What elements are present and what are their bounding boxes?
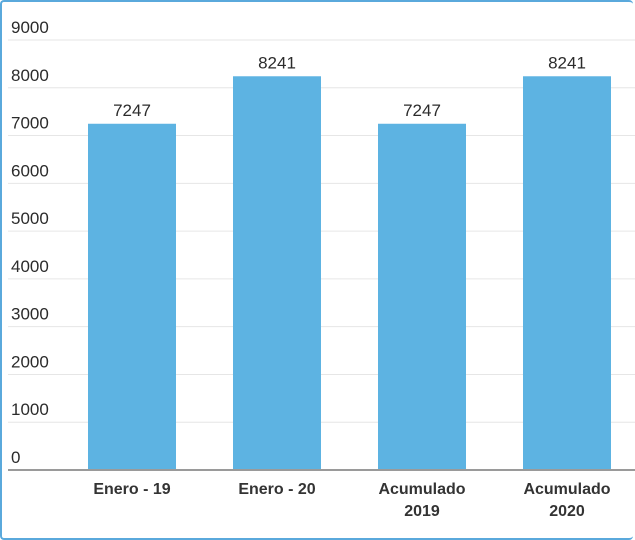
x-tick-label-line: Acumulado [378, 481, 465, 498]
bar [233, 76, 321, 470]
bar-value-label: 8241 [258, 53, 296, 72]
y-tick-label: 9000 [11, 18, 49, 37]
x-tick-label: Enero - 19 [93, 481, 170, 498]
x-tick-label: Enero - 20 [238, 481, 315, 498]
x-tick-label-line: Acumulado [523, 481, 610, 498]
y-tick-label: 7000 [11, 114, 49, 133]
x-tick-label: Acumulado 2019 [378, 481, 465, 520]
y-tick-label: 6000 [11, 161, 49, 180]
bar-value-label: 8241 [548, 53, 586, 72]
x-tick-label-line: Enero - 19 [93, 481, 170, 498]
bar [378, 123, 466, 470]
x-tick-label-line: Enero - 20 [238, 481, 315, 498]
y-tick-label: 1000 [11, 400, 49, 419]
y-tick-label: 2000 [11, 352, 49, 371]
x-tick-label-line: 2019 [404, 503, 440, 520]
bar-value-label: 7247 [403, 101, 441, 120]
y-tick-label: 0 [11, 448, 20, 467]
x-tick-label: Acumulado 2020 [523, 481, 610, 520]
bar [88, 123, 176, 470]
x-axis-ticks: Enero - 19 Enero - 20 Acumulado 2019Acumula… [93, 481, 610, 520]
bar-chart: 0 1000 2000 3000 4000 5000 6000 7000 8000 9000 72… [8, 18, 635, 520]
data-labels: 7247 8241 7247 8241 [113, 53, 586, 119]
bars [88, 76, 611, 470]
y-tick-label: 4000 [11, 257, 49, 276]
bar-value-label: 7247 [113, 101, 151, 120]
y-tick-label: 3000 [11, 305, 49, 324]
y-axis-ticks: 0 1000 2000 3000 4000 5000 6000 7000 8000 9000 [11, 18, 49, 467]
y-tick-label: 8000 [11, 66, 49, 85]
y-tick-label: 5000 [11, 209, 49, 228]
x-tick-label-line: 2020 [549, 503, 585, 520]
bar [523, 76, 611, 470]
